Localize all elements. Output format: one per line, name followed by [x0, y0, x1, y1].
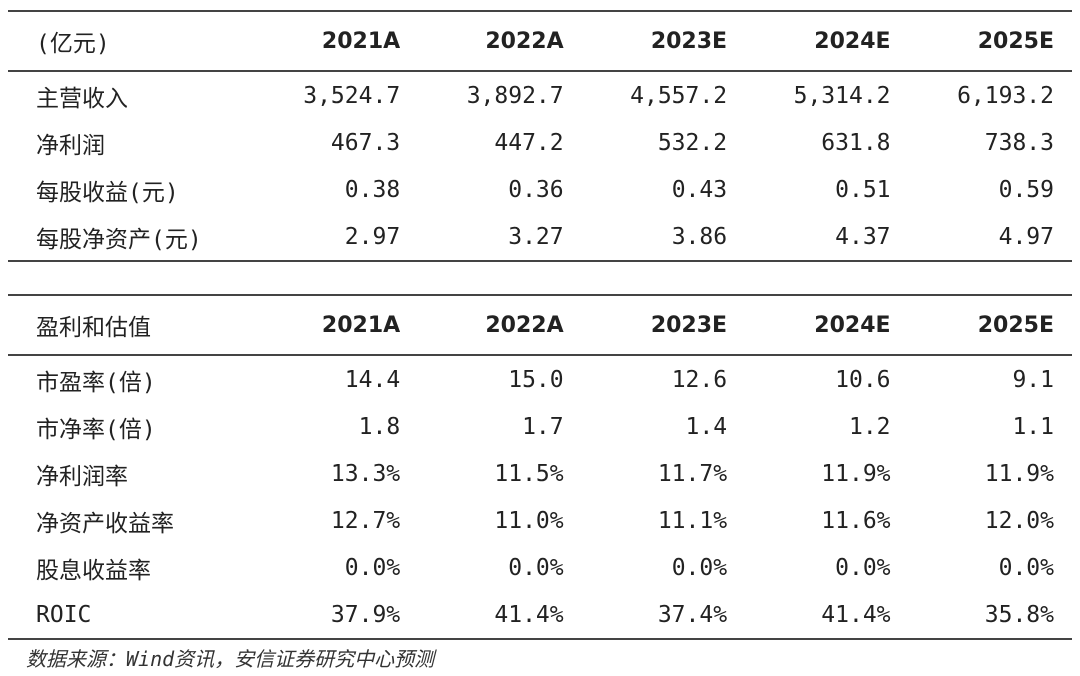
year-header: 2021A: [254, 11, 419, 72]
table-cell: 0.59: [998, 176, 1054, 203]
table-cell: 467.3: [330, 129, 401, 156]
row-label: 主营收入: [36, 85, 128, 112]
row-label: 市盈率(倍): [36, 369, 156, 396]
table-cell: 1.4: [685, 413, 728, 440]
row-label: 每股净资产(元): [36, 226, 202, 253]
table-cell: 35.8%: [984, 601, 1054, 628]
table-row: 净利润 467.3 447.2 532.2 631.8 738.3: [8, 119, 1072, 166]
table-cell: 0.38: [344, 176, 401, 203]
table-cell: 41.4%: [494, 601, 564, 628]
table-cell: 738.3: [984, 129, 1054, 156]
table-cell: 0.36: [508, 176, 564, 203]
table-cell: 447.2: [494, 129, 564, 156]
year-header: 2025E: [908, 295, 1072, 356]
table-cell: 1.8: [358, 413, 401, 440]
table-cell: 12.0%: [984, 507, 1054, 534]
table-cell: 37.4%: [657, 601, 728, 628]
table-cell: 3.27: [508, 223, 564, 250]
table-cell: 11.5%: [494, 460, 564, 487]
table-cell: 0.0%: [671, 554, 728, 581]
table-row: 主营收入 3,524.7 3,892.7 4,557.2 5,314.2 6,1…: [8, 71, 1072, 119]
profitability-valuation-table: 盈利和估值 2021A 2022A 2023E 2024E 2025E 市盈率(…: [8, 294, 1072, 640]
table-cell: 41.4%: [821, 601, 891, 628]
table-cell: 11.1%: [657, 507, 728, 534]
table-cell: 0.51: [835, 176, 891, 203]
year-header: 2023E: [581, 295, 746, 356]
table-cell: 0.0%: [998, 554, 1054, 581]
table-cell: 11.9%: [821, 460, 891, 487]
table-cell: 15.0: [508, 366, 564, 393]
table-row: 市净率(倍) 1.8 1.7 1.4 1.2 1.1: [8, 403, 1072, 450]
unit-header: (亿元): [8, 11, 255, 72]
year-header: 2025E: [908, 11, 1072, 72]
table-cell: 13.3%: [330, 460, 401, 487]
table-cell: 2.97: [344, 223, 401, 250]
table-cell: 11.7%: [657, 460, 728, 487]
table-cell: 10.6: [835, 366, 891, 393]
table-cell: 631.8: [821, 129, 891, 156]
table-row: 股息收益率 0.0% 0.0% 0.0% 0.0% 0.0%: [8, 544, 1072, 591]
table-cell: 12.7%: [330, 507, 401, 534]
table-cell: 1.2: [848, 413, 891, 440]
section-header: 盈利和估值: [8, 295, 255, 356]
row-label: 股息收益率: [36, 557, 151, 584]
table-cell: 11.0%: [494, 507, 564, 534]
table-cell: 3.86: [671, 223, 728, 250]
row-label: 市净率(倍): [36, 416, 156, 443]
table-cell: 0.0%: [508, 554, 564, 581]
row-label: 净资产收益率: [36, 510, 174, 537]
table-cell: 4.97: [998, 223, 1054, 250]
table-cell: 9.1: [1012, 366, 1054, 393]
row-label: 每股收益(元): [36, 179, 179, 206]
table-row: 每股净资产(元) 2.97 3.27 3.86 4.37 4.97: [8, 213, 1072, 261]
year-header: 2022A: [418, 11, 582, 72]
table-row: ROIC 37.9% 41.4% 37.4% 41.4% 35.8%: [8, 591, 1072, 639]
row-label: 净利润: [36, 132, 105, 159]
table-cell: 11.9%: [984, 460, 1054, 487]
table-cell: 14.4: [344, 366, 401, 393]
source-note: 数据来源：Wind资讯，安信证券研究中心预测: [26, 647, 435, 671]
table-cell: 4.37: [835, 223, 891, 250]
table-cell: 0.43: [671, 176, 728, 203]
year-header: 2021A: [254, 295, 419, 356]
year-header: 2023E: [581, 11, 746, 72]
table-cell: 1.1: [1012, 413, 1054, 440]
financial-summary-table: (亿元) 2021A 2022A 2023E 2024E 2025E 主营收入 …: [8, 10, 1072, 262]
row-label: 净利润率: [36, 463, 128, 490]
table-cell: 12.6: [671, 366, 728, 393]
year-header: 2024E: [745, 295, 909, 356]
table-cell: 3,892.7: [466, 82, 564, 109]
table-cell: 0.0%: [835, 554, 891, 581]
table-cell: 5,314.2: [793, 82, 891, 109]
table-cell: 532.2: [657, 129, 728, 156]
table-cell: 37.9%: [330, 601, 401, 628]
table-row: 市盈率(倍) 14.4 15.0 12.6 10.6 9.1: [8, 355, 1072, 403]
table-row: 净资产收益率 12.7% 11.0% 11.1% 11.6% 12.0%: [8, 497, 1072, 544]
table-header-row: 盈利和估值 2021A 2022A 2023E 2024E 2025E: [8, 295, 1072, 356]
table-cell: 3,524.7: [303, 82, 401, 109]
table-cell: 4,557.2: [630, 82, 728, 109]
table-row: 每股收益(元) 0.38 0.36 0.43 0.51 0.59: [8, 166, 1072, 213]
row-label: ROIC: [36, 601, 92, 628]
year-header: 2024E: [745, 11, 909, 72]
table-header-row: (亿元) 2021A 2022A 2023E 2024E 2025E: [8, 11, 1072, 72]
table-cell: 11.6%: [821, 507, 891, 534]
table-cell: 6,193.2: [957, 82, 1054, 109]
table-cell: 0.0%: [344, 554, 401, 581]
table-cell: 1.7: [522, 413, 564, 440]
table-row: 净利润率 13.3% 11.5% 11.7% 11.9% 11.9%: [8, 450, 1072, 497]
year-header: 2022A: [418, 295, 582, 356]
